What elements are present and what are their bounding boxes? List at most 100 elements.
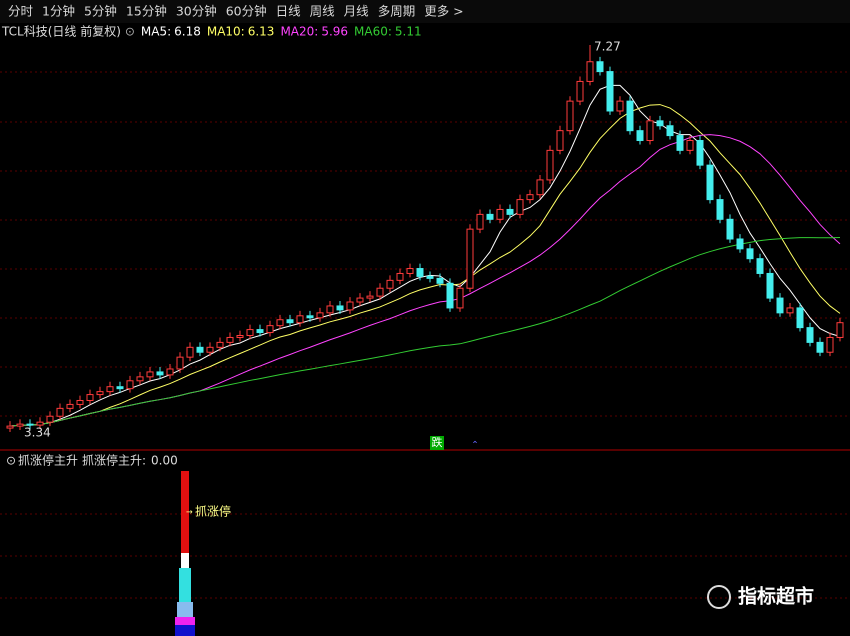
toolbar-button[interactable]: 日线	[276, 4, 302, 19]
candle-body	[796, 307, 804, 329]
watermark: 指标超市	[738, 585, 814, 608]
candle-body	[276, 319, 284, 327]
candle-body	[406, 268, 414, 274]
annotation-arrow: →	[186, 508, 193, 517]
ma-line	[9, 134, 841, 427]
candle-body	[396, 272, 404, 281]
candle-body	[146, 371, 154, 378]
candle-body	[136, 376, 144, 382]
candle-body	[466, 228, 474, 289]
candle-body	[196, 346, 204, 353]
signal-arrow: ⌃	[471, 441, 479, 451]
candle-body	[646, 120, 654, 142]
indicator-bar	[175, 471, 195, 636]
candle-body	[66, 403, 74, 409]
candle-body	[606, 71, 614, 112]
indicator-value: 0.00	[151, 454, 178, 468]
candle-body	[666, 125, 674, 137]
toolbar-button[interactable]: 5分钟	[84, 4, 117, 19]
candle-body	[476, 213, 484, 230]
ma-name: MA10:	[207, 25, 245, 39]
dropdown-icon[interactable]: ⊙	[125, 25, 135, 39]
signal-box	[430, 436, 444, 450]
candle-body	[446, 282, 454, 309]
candle-body	[356, 297, 364, 303]
ma-value: 5.11	[395, 25, 422, 39]
candle-body	[576, 80, 584, 102]
indicator-icon: ⊙	[6, 454, 16, 468]
toolbar-button[interactable]: 多周期	[378, 4, 416, 19]
candle-body	[786, 307, 794, 314]
candle-body	[416, 268, 424, 277]
ma-name: MA20:	[280, 25, 318, 39]
candle-body	[736, 238, 744, 250]
candle-body	[566, 100, 574, 132]
candle-body	[426, 275, 434, 279]
candle-body	[226, 336, 234, 343]
candle-body	[316, 312, 324, 319]
candle-body	[716, 199, 724, 220]
candle-body	[586, 61, 594, 82]
candle-body	[456, 287, 464, 309]
toolbar-button[interactable]: 1分钟	[42, 4, 75, 19]
candle-body	[76, 399, 84, 405]
toolbar-button[interactable]: 更多 >	[424, 4, 463, 19]
candle-body	[746, 248, 754, 260]
candle-body	[6, 425, 14, 429]
candle-body	[46, 415, 54, 423]
signal-text: 跌	[432, 435, 443, 449]
toolbar-button[interactable]: 30分钟	[176, 4, 217, 19]
legend: TCL科技(日线 前复权) ⊙ MA5: 6.18 MA10: 6.13 MA20: 5.96…	[1, 24, 422, 39]
candle-body	[816, 341, 824, 353]
wechat-icon	[707, 585, 731, 609]
toolbar-button[interactable]: 周线	[310, 4, 336, 19]
candle-body	[616, 100, 624, 112]
candle-body	[16, 423, 24, 427]
indicator-annotation: 抓涨停	[195, 504, 231, 519]
ma-line	[9, 104, 841, 427]
candle-body	[386, 279, 394, 289]
candle-body	[756, 258, 764, 274]
candle-body	[376, 287, 384, 297]
candle-body	[536, 179, 544, 196]
candle-body	[526, 194, 534, 201]
toolbar-button[interactable]: 15分钟	[126, 4, 167, 19]
toolbar: 分时 1分钟 5分钟 15分钟 30分钟 60分钟 日线 周线 月线 多周期 更多 >	[8, 4, 464, 19]
candle-body	[326, 305, 334, 314]
grid	[0, 71, 850, 599]
toolbar-button[interactable]: 月线	[344, 4, 370, 19]
low-label: 3.34	[24, 426, 51, 440]
candle-body	[596, 61, 604, 73]
candle-body	[806, 327, 814, 343]
toolbar-bg	[0, 0, 850, 23]
candle-body	[436, 277, 444, 284]
candle-body	[826, 336, 834, 353]
candle-body	[626, 100, 634, 132]
candle-body	[176, 356, 184, 370]
stock-title: TCL科技(日线 前复权)	[1, 24, 121, 39]
ma-value: 6.18	[174, 25, 201, 39]
candle-body	[336, 305, 344, 311]
indicator-title: 抓涨停主升	[18, 453, 78, 468]
high-label: 7.27	[594, 40, 621, 54]
candle-body	[486, 213, 494, 220]
ma-value: 6.13	[248, 25, 275, 39]
candle-body	[656, 120, 664, 127]
candle-body	[166, 368, 174, 376]
candle-body	[156, 371, 164, 376]
ma-value: 5.96	[321, 25, 348, 39]
ma-line	[9, 237, 841, 427]
candle-body	[216, 341, 224, 348]
toolbar-button[interactable]: 分时	[8, 4, 34, 19]
candle-body	[96, 391, 104, 396]
candle-body	[116, 386, 124, 390]
candle-body	[706, 164, 714, 201]
candle-body	[366, 295, 374, 299]
candle-body	[556, 130, 564, 151]
toolbar-button[interactable]: 60分钟	[226, 4, 267, 19]
candle-body	[766, 272, 774, 299]
candle-body	[86, 394, 94, 401]
candle-body	[206, 346, 214, 353]
